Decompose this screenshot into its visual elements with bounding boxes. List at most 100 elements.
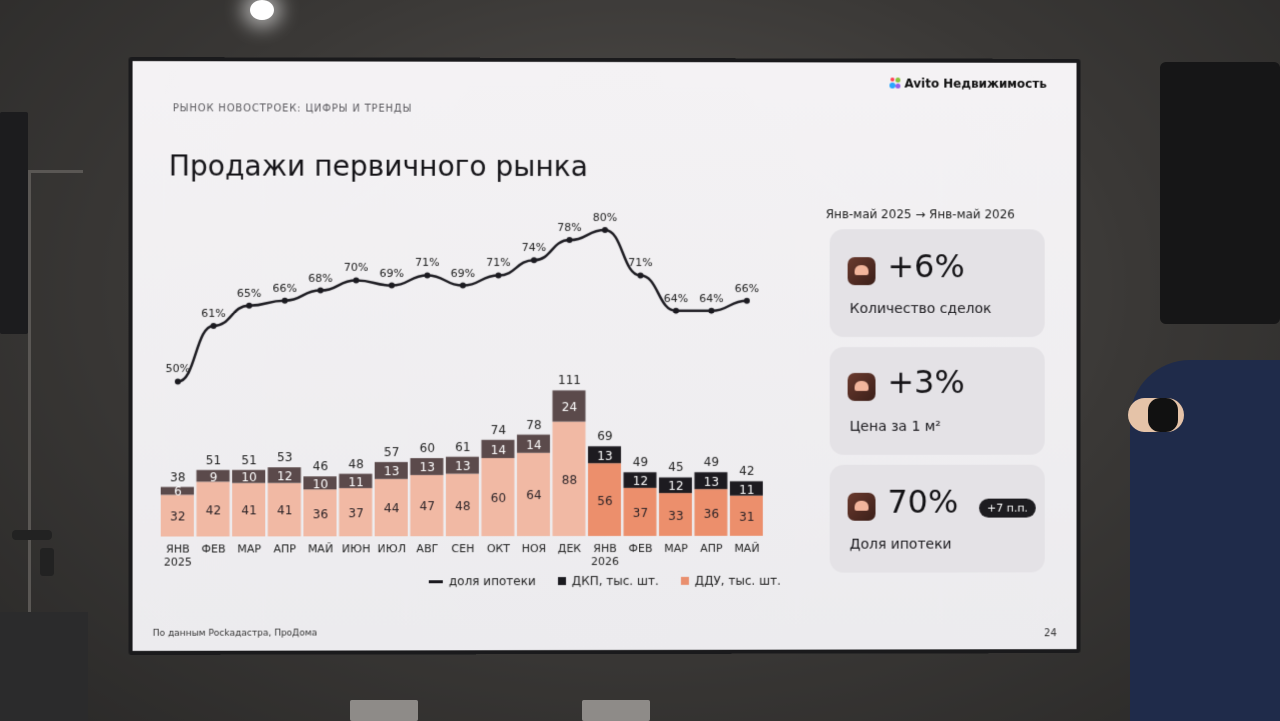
bar-total-label: 51 [206,453,221,467]
bar-ddu-label: 47 [420,500,435,514]
x-tick-label: ФЕВ [201,542,225,555]
mortgage-share-point [566,237,573,244]
bar-ddu [338,487,372,536]
bar-ddu [445,473,479,536]
card-price-label: Цена за 1 м² [849,418,941,435]
bar-ddu-label: 44 [384,502,399,516]
mortgage-share-point [316,286,323,293]
x-tick-label: ДЕК [558,542,582,555]
mortgage-share-point [459,282,466,289]
bar-total-label: 111 [558,373,581,387]
bar-total-label: 57 [384,445,399,459]
chart-legend: доля ипотеки ДКП, тыс. шт. ДДУ, тыс. шт. [428,574,781,589]
bar-total-label: 49 [633,455,648,469]
x-tick-label: МАР [237,542,261,555]
bar-total-label: 45 [668,460,683,474]
legend-line-swatch [428,579,443,583]
legend-ddu-swatch [680,576,689,585]
door-frame [28,170,83,616]
handshake-icon [847,257,876,286]
bar-ddu [516,452,550,536]
page-number: 24 [1043,628,1057,640]
source-footnote: По данным Росkадастра, ПроДома [152,628,318,639]
legend-item-dkp: ДКП, тыс. шт. [557,574,659,588]
mortgage-share-point [530,257,537,264]
mortgage-share-label: 64% [699,292,723,305]
mortgage-share-label: 69% [451,266,475,279]
bar-ddu [374,478,408,536]
clicker [1148,398,1178,432]
bar-ddu-label: 37 [348,506,363,520]
bar-dkp-label: 12 [633,474,648,488]
bar-dkp [694,472,728,490]
x-tick-label: МАЙ [308,542,333,555]
bar-dkp [587,446,622,464]
bank-icon [847,492,876,521]
x-tick-label: ИЮН [342,542,370,555]
bar-ddu-label: 31 [739,510,754,524]
mortgage-share-label: 65% [237,287,262,300]
mortgage-share-label: 78% [557,221,581,234]
bar-ddu-label: 88 [562,473,577,487]
bar-dkp-label: 11 [739,482,754,496]
bar-ddu-label: 64 [526,488,541,502]
bar-ddu-label: 56 [597,494,612,508]
x-tick-label: МАР [664,542,688,555]
bar-dkp-label: 13 [455,459,470,473]
mortgage-share-label: 64% [664,292,688,305]
bar-dkp-label: 10 [313,477,328,491]
x-tick-label: ФЕВ [629,542,653,555]
mortgage-share-label: 50% [166,363,191,376]
wall-outlet [582,700,650,721]
bar-ddu-label: 36 [313,507,328,521]
bar-ddu-label: 41 [242,504,257,518]
bar-dkp-label: 24 [562,400,577,414]
legend-item-ddu: ДДУ, тыс. шт. [680,574,781,588]
bar-total-label: 38 [170,470,185,484]
x-tick-label: НОЯ [522,542,547,555]
mortgage-share-point [245,301,252,308]
mortgage-share-point [601,226,609,233]
bar-ddu [481,457,515,536]
bar-dkp [659,477,693,494]
x-tick-label: ЯНВ [166,543,190,556]
bar-dkp [552,390,586,422]
bar-dkp-label: 12 [277,469,292,483]
mortgage-share-point [744,298,751,305]
mortgage-share-label: 74% [522,241,546,254]
bar-total-label: 42 [739,464,754,478]
legend-label-mortgage: доля ипотеки [448,574,536,589]
card-price: +3% Цена за 1 м² [829,347,1045,455]
bar-total-label: 53 [277,450,292,464]
mortgage-share-point [352,276,359,283]
bar-ddu [160,494,194,537]
left-speaker [0,112,28,334]
bar-total-label: 74 [491,423,506,437]
bar-dkp-label: 13 [384,465,399,479]
sales-chart: 32638ЯНВ202542951ФЕВ411051МАР411253АПР36… [160,211,764,569]
mortgage-share-label: 80% [593,211,617,224]
x-tick-label: ОКТ [487,542,510,555]
bar-ddu [302,488,336,536]
bar-dkp [302,475,336,489]
card-mortgage-label: Доля ипотеки [849,536,952,553]
bar-ddu [196,481,230,537]
mortgage-share-point [637,272,644,279]
mortgage-share-point [174,378,181,385]
bar-ddu [623,487,657,537]
x-tick-label: АВГ [416,542,438,555]
bar-ddu-label: 48 [455,499,470,513]
bar-total-label: 46 [313,459,328,473]
bar-dkp-label: 11 [348,475,363,489]
x-tick-label: МАЙ [734,542,759,555]
bar-dkp-label: 6 [174,485,182,499]
card-mortgage-value: 70% [887,482,959,521]
bar-total-label: 49 [704,455,719,469]
bar-dkp [267,467,301,483]
bar-ddu [659,493,693,537]
door-lock [40,548,54,576]
card-mortgage: 70% +7 п.п. Доля ипотеки [829,464,1045,573]
bar-dkp-label: 13 [704,475,719,489]
bar-dkp-label: 10 [242,470,257,484]
bar-dkp [409,457,443,475]
